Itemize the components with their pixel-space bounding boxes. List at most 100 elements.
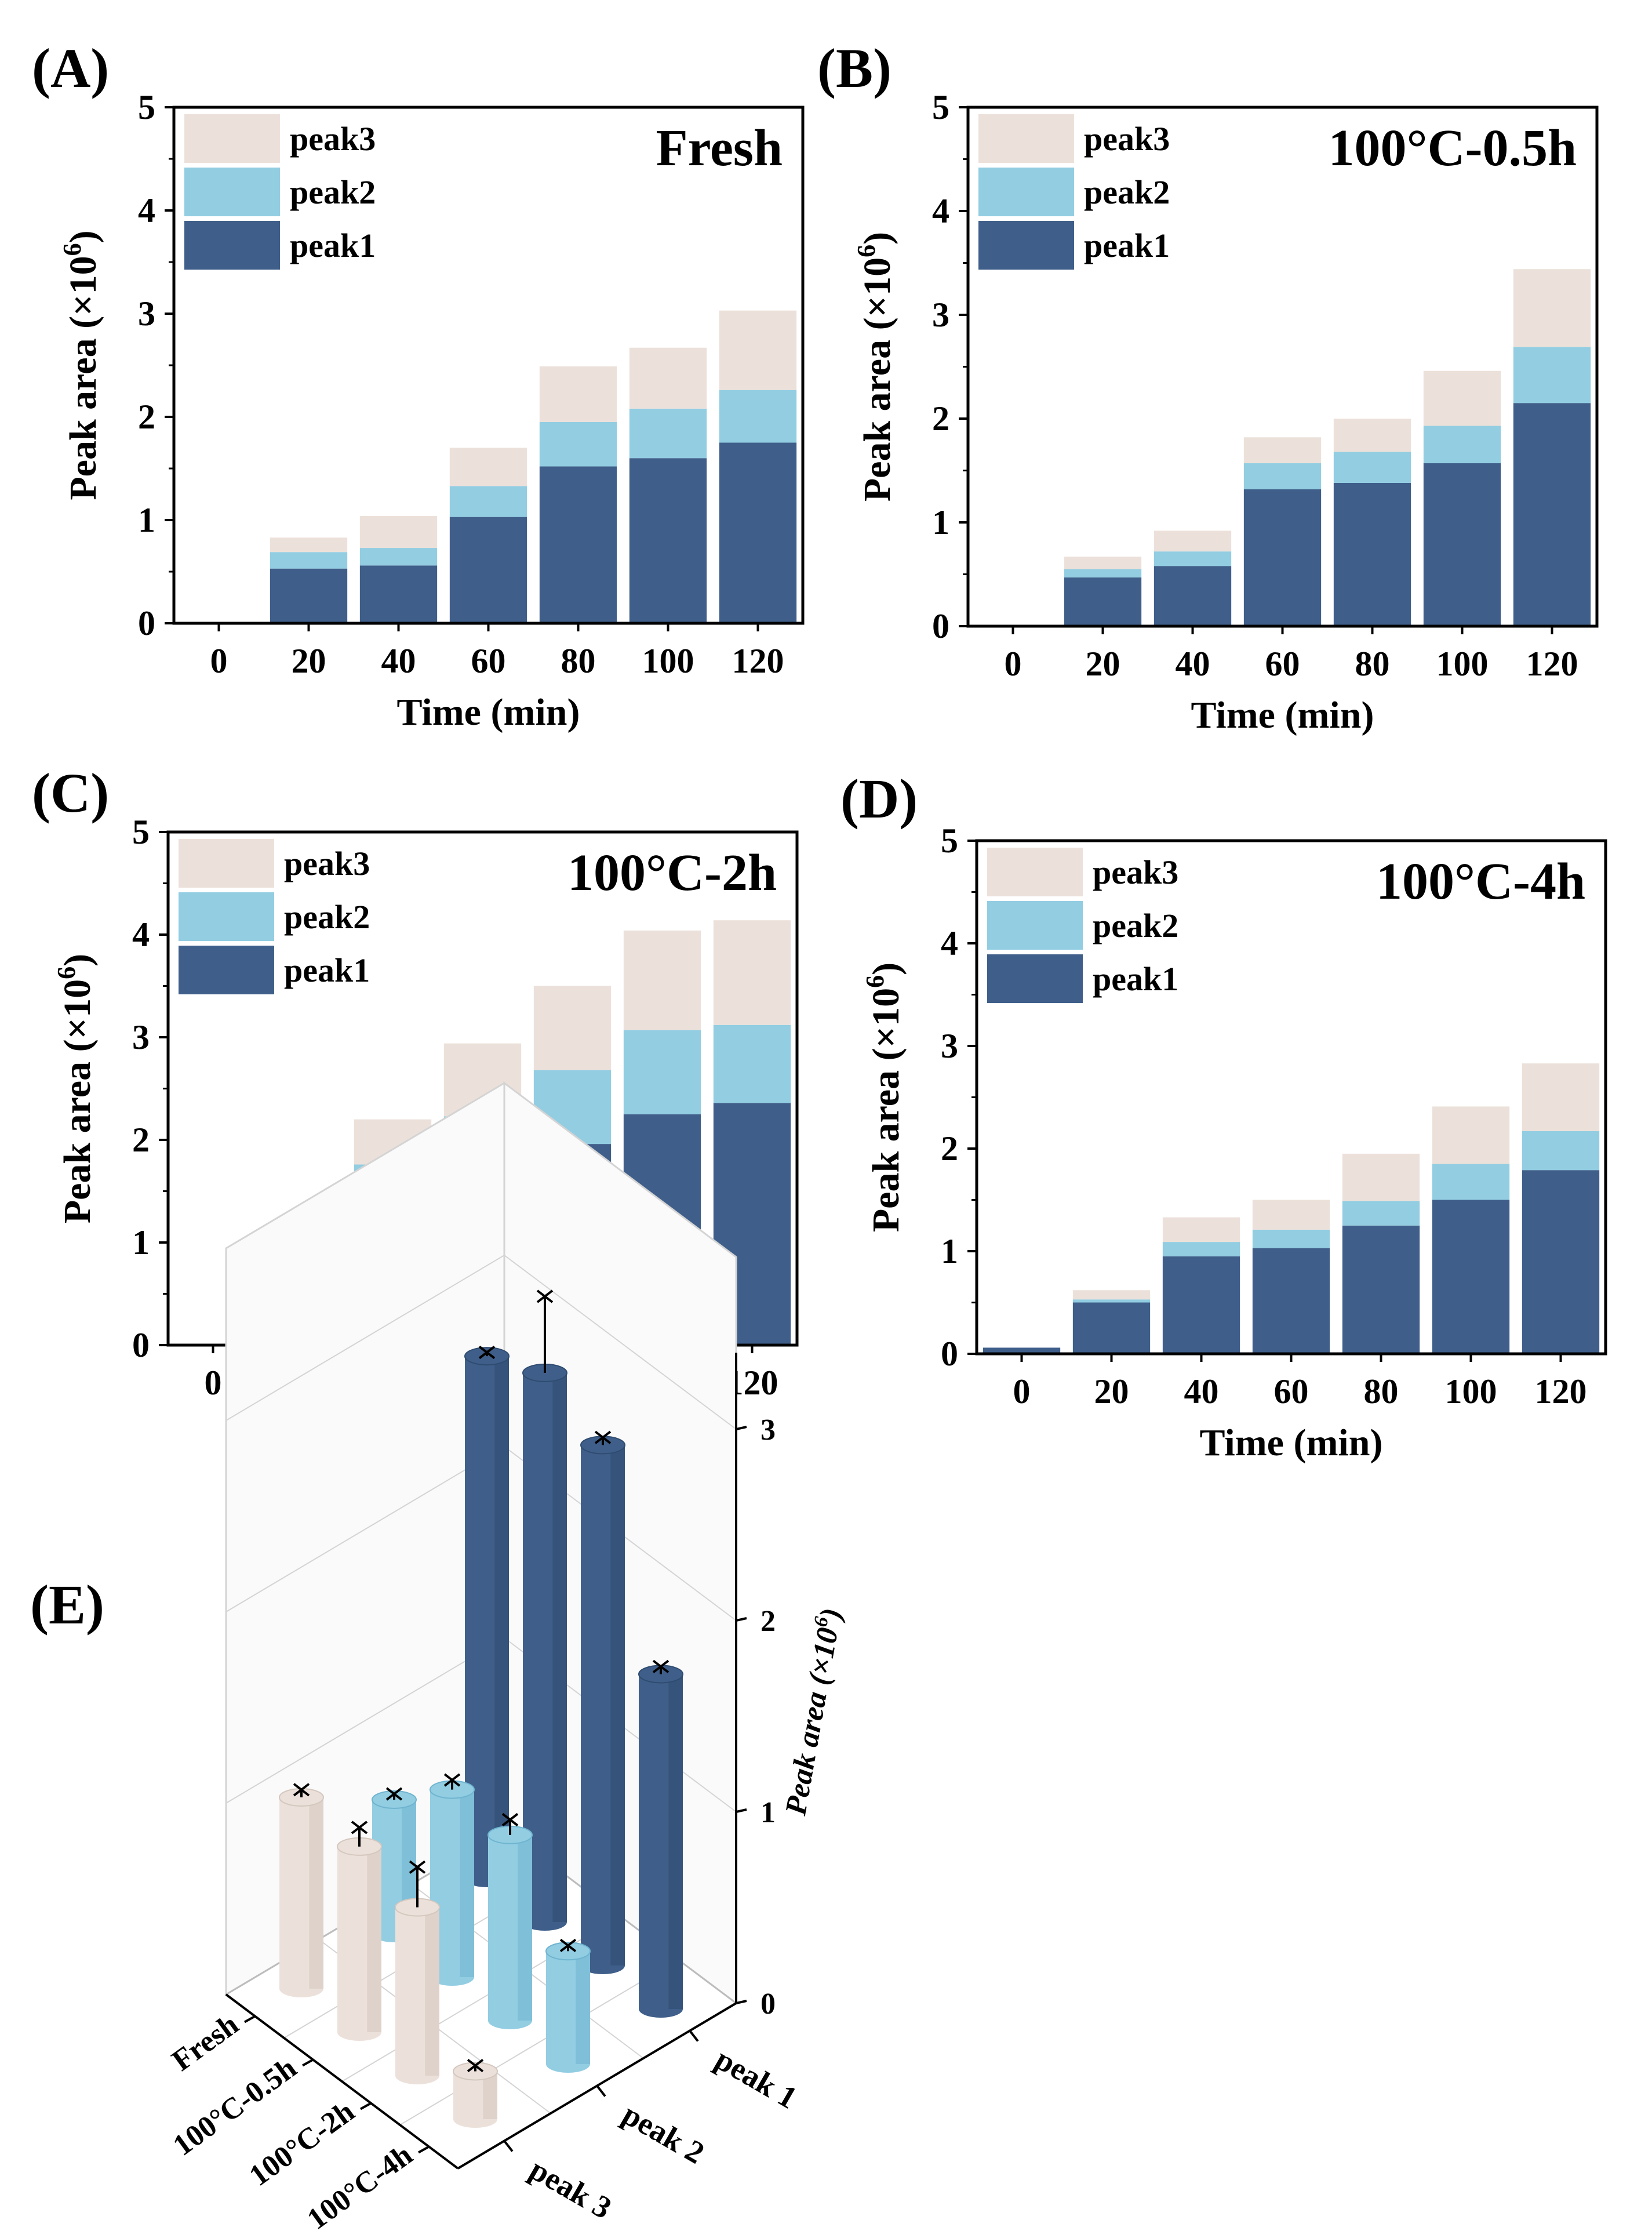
bar-peak2-120 <box>1513 347 1591 404</box>
bar-peak2-120 <box>1522 1131 1600 1171</box>
cylinder-peak1-100°C-4h <box>638 1659 683 2018</box>
bar-peak2-100 <box>1423 426 1501 463</box>
z-tick <box>736 1808 747 1813</box>
legend-swatch-peak3 <box>987 848 1083 896</box>
legend-swatch-peak2 <box>978 168 1074 216</box>
bar-peak1-20 <box>1072 1302 1151 1354</box>
bar-peak1-80 <box>1333 482 1411 626</box>
y-axis-title-exponent: 6 <box>852 245 880 257</box>
legend-swatch-peak2 <box>179 892 274 941</box>
bar-peak3-20 <box>1064 557 1142 569</box>
bar-peak3-80 <box>533 986 612 1070</box>
peak-tick-label: peak 1 <box>709 2041 803 2116</box>
bar-peak1-100 <box>1432 1200 1510 1354</box>
bar-peak1-60 <box>1243 489 1322 626</box>
bar-peak2-120 <box>713 1024 791 1103</box>
y-tick-label: 4 <box>932 192 949 230</box>
y-axis-title-main: Peak area (×10 <box>865 988 907 1232</box>
y-tick-label: 0 <box>932 607 949 645</box>
legend-swatch-peak1 <box>978 221 1074 270</box>
panel-d: (D) 0 20 40 60 80 100 120 0 1 2 3 4 5 Time (min) Peak a… <box>840 768 1607 1464</box>
bar-peak3-120 <box>713 920 791 1025</box>
y-tick-label: 1 <box>932 503 949 542</box>
y-axis-title: Peak area (×106) <box>852 232 898 502</box>
panel-label: (A) <box>32 37 109 99</box>
sample-tick <box>244 2015 256 2023</box>
legend-label-peak3: peak3 <box>1093 853 1178 891</box>
y-axis-title-main: Peak area (×10 <box>62 256 104 500</box>
bar-peak2-20 <box>270 552 348 569</box>
bar-peak1-80 <box>539 466 617 623</box>
wall-gridline <box>225 1254 737 1430</box>
panel-label: (B) <box>817 37 892 99</box>
error-cap <box>559 1938 577 1952</box>
y-axis-title: Peak area (×106) <box>58 230 104 500</box>
bar-peak2-40 <box>1154 551 1232 566</box>
cylinder-peak2-100°C-0.5h <box>430 1773 475 1986</box>
y-tick-label: 0 <box>132 1326 150 1364</box>
y-axis-title-close: ) <box>856 232 898 245</box>
y-axis-title-exponent: 6 <box>861 975 889 988</box>
cylinder-peak2-100°C-4h <box>545 1938 591 2073</box>
y-axis-title-close: ) <box>865 962 907 975</box>
bar-peak1-80 <box>1342 1225 1420 1354</box>
z-axis-title-main: Peak area (×10 <box>779 1625 845 1818</box>
cylinder-shade <box>309 1797 323 1989</box>
legend-label-peak3: peak3 <box>284 845 370 882</box>
legend-label-peak1: peak1 <box>1093 960 1178 998</box>
peak-tick-label: peak 3 <box>524 2152 617 2226</box>
cylinder-shade <box>610 1445 625 1965</box>
cylinder-peak1-100°C-0.5h <box>522 1289 567 1931</box>
y-tick-label: 1 <box>132 1223 150 1262</box>
cylinder-peak3-100°C-0.5h <box>337 1821 382 2041</box>
x-axis-title: Time (min) <box>1200 1422 1383 1464</box>
panel-title: 100°C-4h <box>1376 853 1585 910</box>
x-tick-label: 0 <box>210 642 228 680</box>
cylinder-shade <box>460 1789 474 1977</box>
x-tick-label: 60 <box>1265 645 1300 683</box>
bar-peak2-80 <box>1342 1201 1420 1226</box>
bar-peak1-0 <box>983 1347 1061 1354</box>
y-tick-label: 5 <box>138 88 155 126</box>
bar-peak2-100 <box>629 408 707 459</box>
bar-peak1-60 <box>1252 1248 1330 1354</box>
bar-peak1-120 <box>1522 1170 1600 1354</box>
z-axis-title-exponent: 6 <box>810 1615 832 1629</box>
x-axis-title: Time (min) <box>1191 694 1374 736</box>
y-tick-label: 3 <box>932 296 949 334</box>
cylinder-peak1-100°C-2h <box>580 1430 625 1974</box>
error-cap <box>467 2059 484 2073</box>
y-tick-label: 5 <box>932 88 949 126</box>
y-tick-label: 5 <box>941 822 958 860</box>
x-tick-label: 40 <box>1184 1372 1219 1411</box>
sample-tick <box>360 2102 372 2110</box>
bar-peak1-100 <box>1423 463 1501 626</box>
legend-label-peak1: peak1 <box>290 227 376 264</box>
bar-peak3-60 <box>449 448 527 486</box>
cylinder-peak3-100°C-4h <box>453 2059 498 2128</box>
bar-peak2-100 <box>623 1030 701 1114</box>
legend-label-peak2: peak2 <box>284 898 370 936</box>
x-tick-label: 80 <box>561 642 596 680</box>
legend-label-peak2: peak2 <box>290 173 376 211</box>
bar-peak3-80 <box>539 366 617 422</box>
legend-swatch-peak2 <box>184 168 280 216</box>
legend-swatch-peak1 <box>987 954 1083 1003</box>
x-tick-label: 60 <box>1274 1372 1309 1411</box>
x-axis-title: Time (min) <box>397 691 580 733</box>
legend-label-peak3: peak3 <box>290 120 376 158</box>
cylinder-shade <box>367 1846 381 2032</box>
bar-peak1-40 <box>1154 566 1232 626</box>
panel-label: (E) <box>30 1574 104 1636</box>
cylinder-shade <box>576 1951 590 2064</box>
bar-peak2-60 <box>1252 1229 1330 1248</box>
bar-peak3-120 <box>1522 1063 1600 1131</box>
y-tick-label: 4 <box>132 915 150 954</box>
y-axis-title: Peak area (×106) <box>861 962 907 1232</box>
bar-peak2-20 <box>1072 1299 1151 1303</box>
bar-peak2-20 <box>1064 569 1142 577</box>
x-tick-label: 100 <box>1445 1372 1497 1411</box>
z-tick-label: 0 <box>760 1988 776 2021</box>
y-tick-label: 1 <box>941 1232 958 1270</box>
